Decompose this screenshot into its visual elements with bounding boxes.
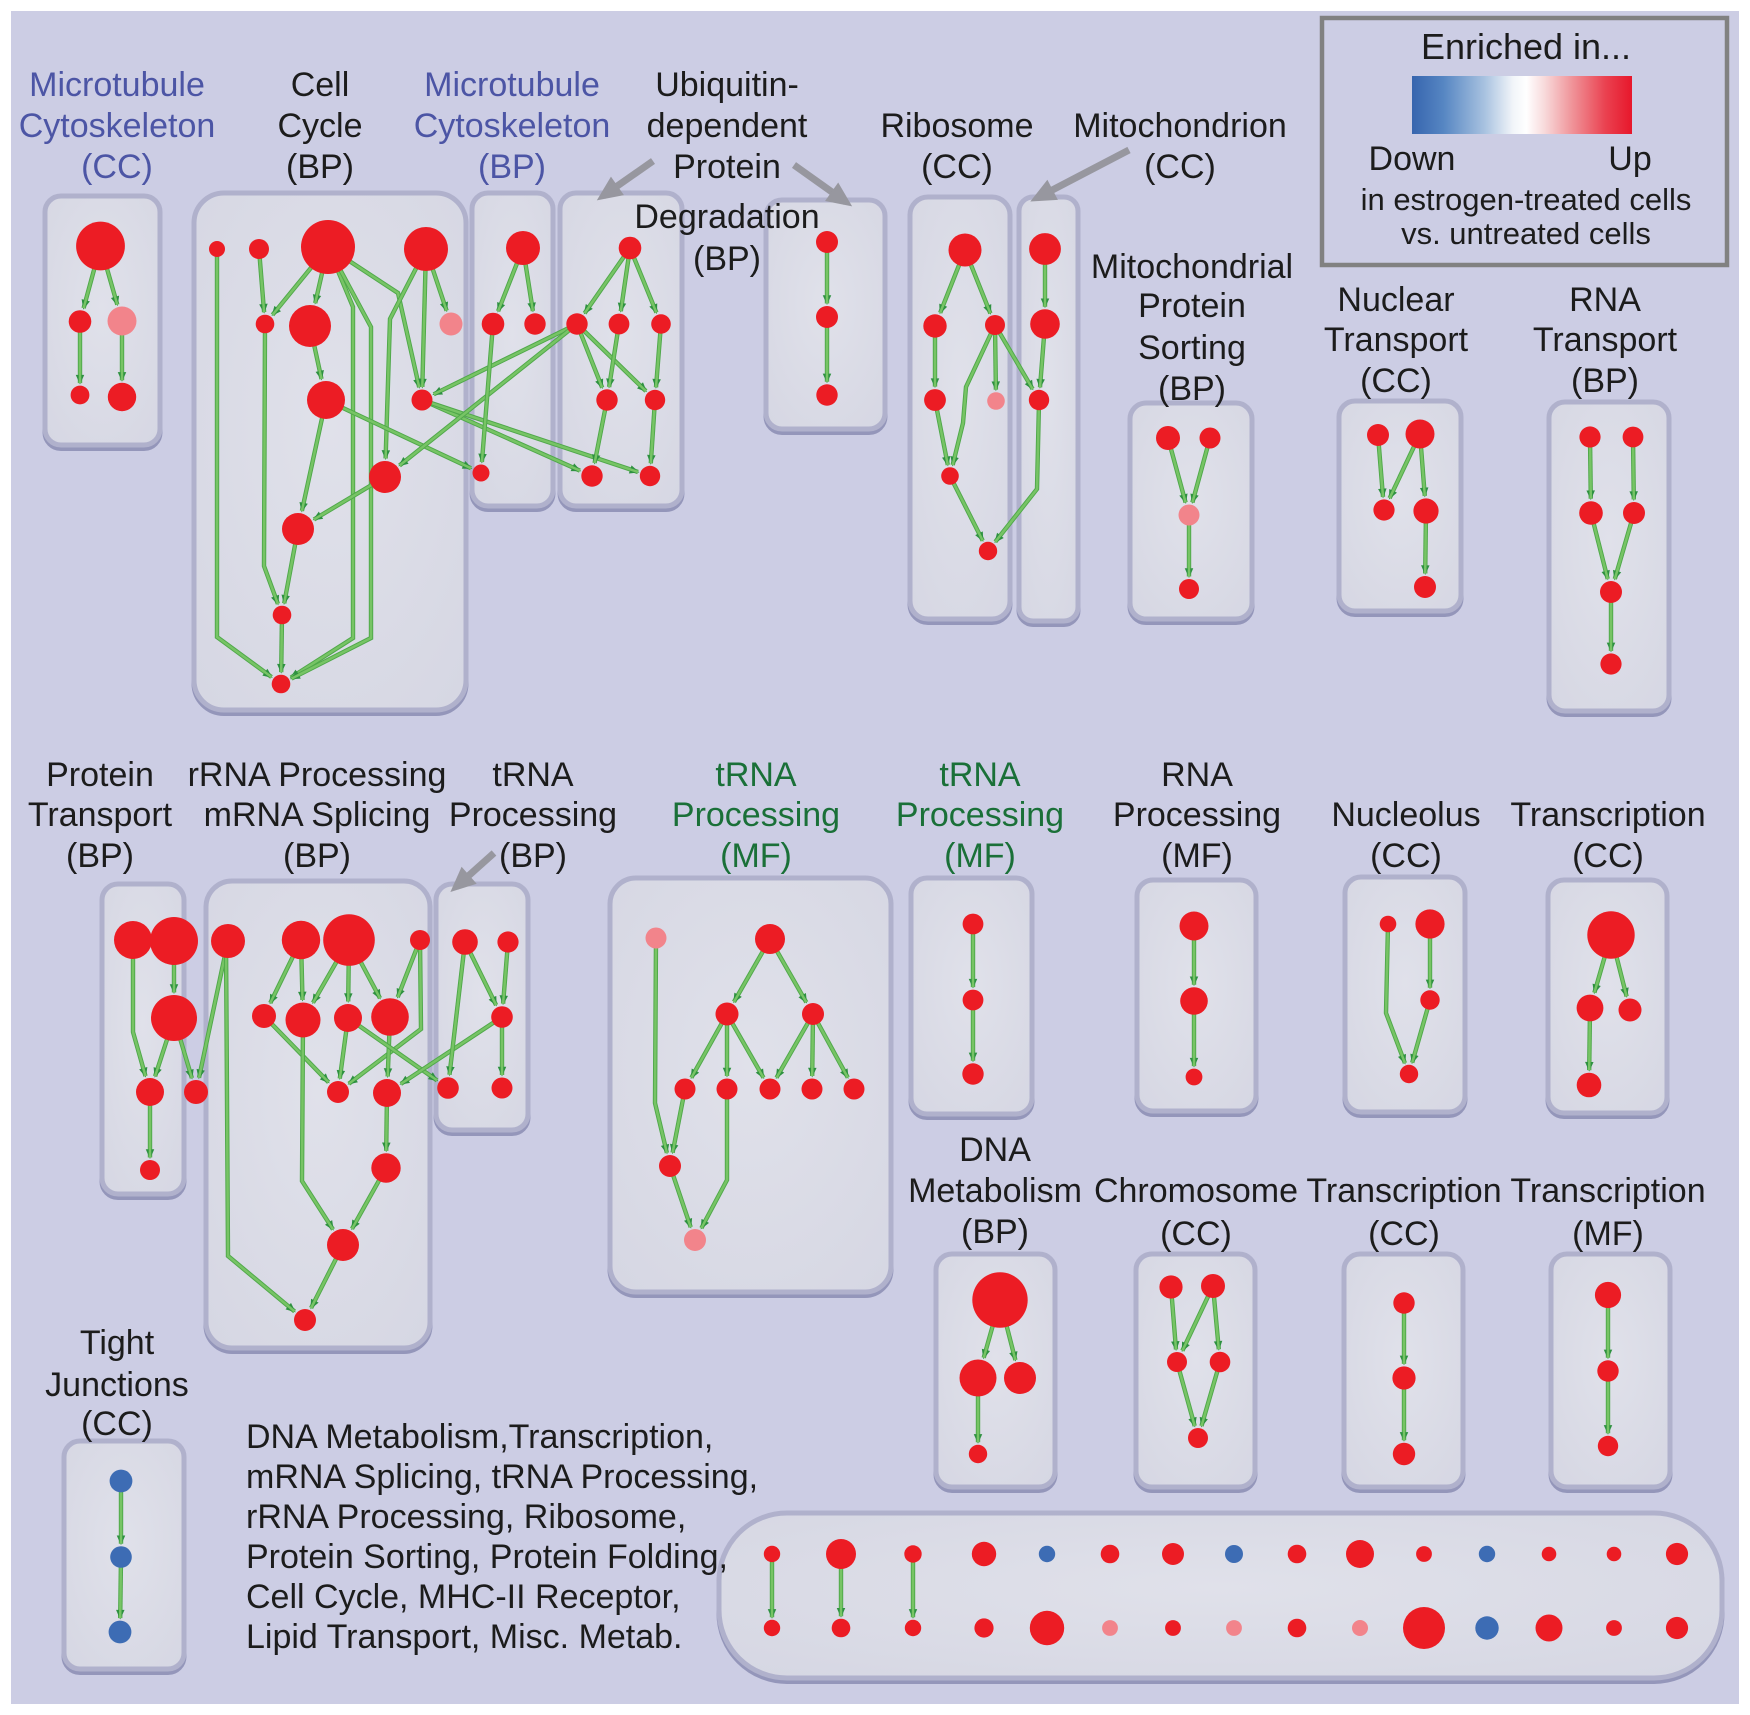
svg-text:Transport: Transport <box>1533 321 1678 359</box>
svg-text:Processing: Processing <box>449 796 617 834</box>
svg-text:(CC): (CC) <box>1370 837 1442 875</box>
svg-text:(BP): (BP) <box>499 837 567 875</box>
svg-text:Enriched in...: Enriched in... <box>1421 26 1631 67</box>
svg-text:(CC): (CC) <box>921 148 993 186</box>
svg-text:mRNA Splicing: mRNA Splicing <box>204 796 431 834</box>
svg-text:Chromosome: Chromosome <box>1094 1172 1298 1210</box>
svg-text:Metabolism: Metabolism <box>908 1172 1082 1210</box>
svg-text:(CC): (CC) <box>81 1405 153 1443</box>
svg-text:Processing: Processing <box>896 796 1064 834</box>
svg-text:Down: Down <box>1369 140 1456 178</box>
svg-text:(MF): (MF) <box>1572 1215 1644 1253</box>
svg-text:(BP): (BP) <box>961 1213 1029 1251</box>
svg-text:(CC): (CC) <box>1360 362 1432 400</box>
svg-text:RNA: RNA <box>1569 281 1641 319</box>
svg-text:Microtubule: Microtubule <box>424 66 600 104</box>
svg-text:mRNA Splicing, tRNA Processing: mRNA Splicing, tRNA Processing, <box>246 1458 758 1496</box>
svg-text:Transport: Transport <box>1324 321 1469 359</box>
svg-text:Tight: Tight <box>80 1324 155 1362</box>
svg-text:vs. untreated cells: vs. untreated cells <box>1401 216 1651 251</box>
svg-text:(MF): (MF) <box>720 837 792 875</box>
svg-text:Mitochondrion: Mitochondrion <box>1073 107 1287 145</box>
svg-text:Cycle: Cycle <box>277 107 362 145</box>
svg-text:(MF): (MF) <box>1161 837 1233 875</box>
svg-text:(BP): (BP) <box>478 148 546 186</box>
svg-text:Nucleolus: Nucleolus <box>1331 796 1480 834</box>
svg-text:Ribosome: Ribosome <box>880 107 1033 145</box>
svg-text:Cytoskeleton: Cytoskeleton <box>414 107 611 145</box>
svg-text:DNA Metabolism,Transcription,: DNA Metabolism,Transcription, <box>246 1418 713 1456</box>
svg-text:Protein: Protein <box>673 148 781 186</box>
svg-text:Ubiquitin-: Ubiquitin- <box>655 66 799 104</box>
svg-text:tRNA: tRNA <box>715 756 797 794</box>
svg-text:Processing: Processing <box>1113 796 1281 834</box>
svg-text:rRNA Processing, Ribosome,: rRNA Processing, Ribosome, <box>246 1498 686 1536</box>
svg-text:Cell Cycle, MHC-II Receptor,: Cell Cycle, MHC-II Receptor, <box>246 1578 681 1616</box>
svg-text:Transcription: Transcription <box>1510 1172 1705 1210</box>
svg-text:Mitochondrial: Mitochondrial <box>1091 248 1293 286</box>
svg-text:Transport: Transport <box>28 796 173 834</box>
svg-text:Up: Up <box>1608 140 1651 178</box>
svg-text:Protein: Protein <box>46 756 154 794</box>
svg-text:Processing: Processing <box>672 796 840 834</box>
svg-text:dependent: dependent <box>647 107 808 145</box>
svg-text:(BP): (BP) <box>66 837 134 875</box>
svg-text:Lipid Transport, Misc. Metab.: Lipid Transport, Misc. Metab. <box>246 1618 683 1656</box>
svg-text:Degradation: Degradation <box>634 198 819 236</box>
svg-text:(BP): (BP) <box>286 148 354 186</box>
svg-text:(MF): (MF) <box>944 837 1016 875</box>
svg-text:Cytoskeleton: Cytoskeleton <box>19 107 216 145</box>
svg-text:Junctions: Junctions <box>45 1366 189 1404</box>
svg-text:Sorting: Sorting <box>1138 329 1246 367</box>
svg-text:Protein Sorting, Protein Foldi: Protein Sorting, Protein Folding, <box>246 1538 728 1576</box>
svg-text:RNA: RNA <box>1161 756 1233 794</box>
svg-text:in estrogen-treated cells: in estrogen-treated cells <box>1361 182 1692 217</box>
svg-text:(CC): (CC) <box>1368 1215 1440 1253</box>
svg-text:(CC): (CC) <box>1160 1215 1232 1253</box>
svg-text:(CC): (CC) <box>1144 148 1216 186</box>
svg-text:(CC): (CC) <box>1572 837 1644 875</box>
svg-text:Transcription: Transcription <box>1510 796 1705 834</box>
svg-text:(CC): (CC) <box>81 148 153 186</box>
svg-text:(BP): (BP) <box>1158 370 1226 408</box>
svg-text:(BP): (BP) <box>283 837 351 875</box>
svg-text:Transcription: Transcription <box>1306 1172 1501 1210</box>
svg-text:tRNA: tRNA <box>939 756 1021 794</box>
svg-text:rRNA Processing: rRNA Processing <box>188 756 447 794</box>
svg-text:Cell: Cell <box>291 66 350 104</box>
svg-text:DNA: DNA <box>959 1131 1031 1169</box>
svg-text:(BP): (BP) <box>693 240 761 278</box>
svg-text:Nuclear: Nuclear <box>1337 281 1454 319</box>
svg-text:Microtubule: Microtubule <box>29 66 205 104</box>
svg-text:Protein: Protein <box>1138 287 1246 325</box>
svg-text:tRNA: tRNA <box>492 756 574 794</box>
svg-text:(BP): (BP) <box>1571 362 1639 400</box>
